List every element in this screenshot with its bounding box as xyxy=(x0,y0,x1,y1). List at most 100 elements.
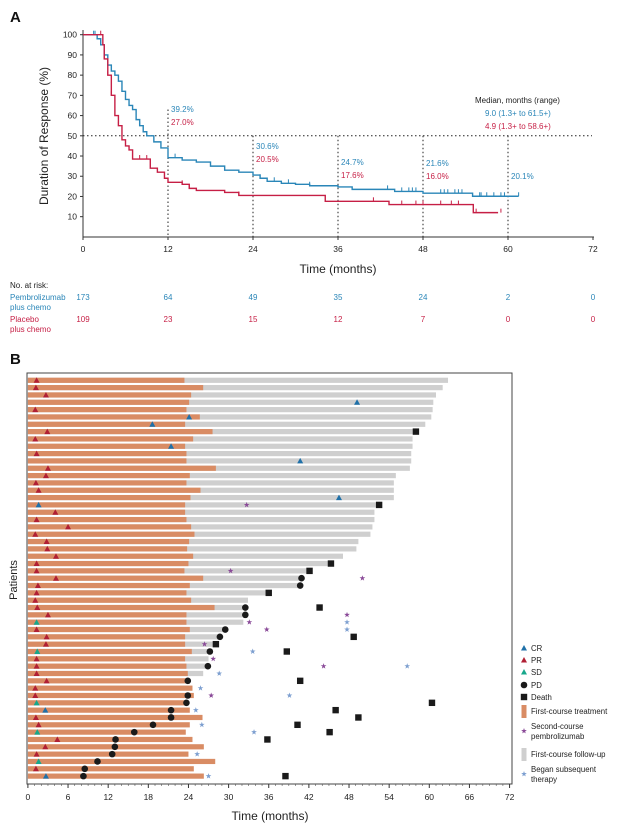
followup-bar xyxy=(27,472,396,479)
death-marker xyxy=(265,589,272,597)
patient-row xyxy=(27,619,244,625)
landmark-label: 16.0% xyxy=(426,172,449,181)
pd-marker xyxy=(221,626,229,633)
death-marker xyxy=(316,604,323,611)
b-x-axis-title: Time (months) xyxy=(232,809,309,823)
treatment-bar xyxy=(27,502,186,508)
pr-marker xyxy=(52,575,59,581)
patient-row xyxy=(27,634,220,640)
pd-marker xyxy=(298,574,305,582)
pr-marker xyxy=(35,487,42,493)
pr-marker xyxy=(44,465,51,471)
risk-row-label: plus chemo xyxy=(10,325,51,334)
median-value: 9.0 (1.3+ to 61.5+) xyxy=(485,109,551,118)
treatment-bar xyxy=(27,707,190,713)
patient-row xyxy=(27,458,412,464)
treatment-bar xyxy=(27,575,204,581)
second-course-star-icon xyxy=(208,692,215,698)
pd-marker xyxy=(167,706,175,714)
a-y-tick-label: 80 xyxy=(68,70,78,80)
subsequent-therapy-star-icon xyxy=(216,670,223,676)
patient-row xyxy=(27,656,209,662)
b-x-tick-label: 72 xyxy=(505,792,515,802)
patient-row xyxy=(27,678,188,684)
treatment-bar xyxy=(27,480,187,486)
pd-marker xyxy=(184,677,192,685)
pr-marker xyxy=(44,545,51,552)
pr-marker xyxy=(33,655,40,662)
patient-row xyxy=(27,648,209,655)
treatment-bar xyxy=(27,656,186,662)
risk-count: 24 xyxy=(419,293,428,302)
followup-bar xyxy=(27,480,394,486)
treatment-bar xyxy=(27,524,192,530)
death-marker xyxy=(306,567,313,575)
patient-row xyxy=(27,509,375,515)
treatment-bar xyxy=(27,568,185,574)
legend-pr-triangle-icon xyxy=(521,657,527,663)
pr-marker xyxy=(32,597,39,603)
legend-label: Second-course xyxy=(531,722,583,731)
pr-marker xyxy=(52,509,59,515)
landmark-label: 20.1% xyxy=(511,172,534,181)
treatment-bar xyxy=(27,538,190,545)
treatment-bar xyxy=(27,465,216,471)
patient-row xyxy=(27,722,190,728)
pd-marker xyxy=(111,743,119,751)
pr-marker xyxy=(32,435,39,442)
patient-row xyxy=(27,480,394,486)
panel-label-b: B xyxy=(10,351,21,368)
treatment-bar xyxy=(27,619,187,625)
sd-marker xyxy=(33,619,40,625)
legend-second_course-star-icon xyxy=(521,728,527,734)
patient-row xyxy=(27,436,413,442)
patient-row xyxy=(27,385,443,391)
b-x-tick-label: 48 xyxy=(344,792,354,802)
patient-row xyxy=(27,612,243,618)
treatment-bar xyxy=(27,377,185,383)
b-y-axis-title: Patients xyxy=(8,560,20,600)
patient-row xyxy=(27,516,375,523)
patient-row xyxy=(27,758,216,765)
second-course-star-icon xyxy=(201,641,208,647)
pr-marker xyxy=(34,582,41,589)
treatment-bar xyxy=(27,487,201,493)
landmark-label: 21.6% xyxy=(426,159,449,168)
sd-marker xyxy=(35,758,42,764)
treatment-bar xyxy=(27,582,190,589)
treatment-bar xyxy=(27,590,187,596)
median-value: 4.9 (1.3+ to 58.6+) xyxy=(485,122,551,131)
treatment-bar xyxy=(27,766,194,772)
patient-row xyxy=(27,590,267,596)
subsequent-therapy-star-icon xyxy=(344,626,350,632)
subsequent-therapy-star-icon xyxy=(344,619,350,625)
death-marker xyxy=(326,728,333,736)
patient-row xyxy=(27,560,329,567)
patient-row xyxy=(27,604,243,611)
legend-label: CR xyxy=(531,644,543,653)
patient-row xyxy=(27,692,194,699)
patient-row xyxy=(27,399,434,405)
median-title: Median, months (range) xyxy=(475,96,560,105)
pr-marker xyxy=(42,472,49,479)
death-marker xyxy=(212,640,220,648)
second-course-star-icon xyxy=(210,655,217,662)
treatment-bar xyxy=(27,663,187,669)
followup-bar xyxy=(27,436,413,442)
cr-marker xyxy=(149,421,156,427)
patient-row xyxy=(27,736,193,743)
a-x-tick-label: 48 xyxy=(418,244,428,254)
pr-marker xyxy=(43,677,50,684)
pd-marker xyxy=(149,721,157,729)
legend-label: Began subsequent xyxy=(531,765,597,774)
second-course-star-icon xyxy=(359,575,366,581)
second-course-star-icon xyxy=(243,501,250,508)
sd-marker xyxy=(34,648,41,655)
risk-count: 2 xyxy=(506,293,511,302)
treatment-bar xyxy=(27,494,191,501)
patient-row xyxy=(27,443,413,449)
legend-label: First-course follow-up xyxy=(531,750,606,759)
patient-row xyxy=(27,575,301,581)
risk-table-title: No. at risk: xyxy=(10,281,48,290)
a-y-tick-label: 70 xyxy=(68,90,78,100)
